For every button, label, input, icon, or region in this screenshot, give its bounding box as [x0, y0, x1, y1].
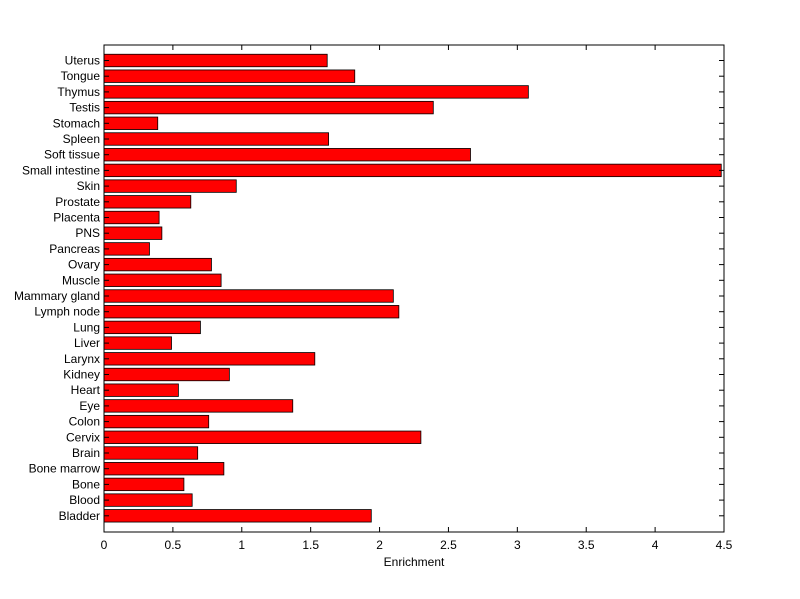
x-tick-label: 0.5	[165, 538, 182, 552]
bar	[103, 383, 179, 397]
bar	[103, 148, 471, 162]
y-tick-label: Prostate	[55, 195, 100, 209]
bar	[103, 242, 150, 256]
bar	[103, 179, 237, 193]
y-tick-label: Eye	[79, 399, 100, 413]
y-tick-label: Bone	[72, 477, 100, 491]
y-tick-label: Bladder	[59, 509, 100, 523]
bar	[103, 446, 199, 460]
x-tick-label: 1	[238, 538, 245, 552]
bar	[103, 493, 193, 507]
y-tick-label: Colon	[69, 415, 100, 429]
x-tick-label: 4.5	[716, 538, 733, 552]
x-tick-label: 2	[376, 538, 383, 552]
bar	[103, 336, 172, 350]
x-tick-label: 3	[514, 538, 521, 552]
y-tick-label: Pancreas	[49, 242, 100, 256]
y-tick-label: Heart	[71, 383, 101, 397]
y-tick-label: Kidney	[63, 368, 100, 382]
y-tick-label: Spleen	[63, 132, 100, 146]
bar	[103, 509, 372, 523]
y-tick-label: Lung	[73, 320, 100, 334]
bar	[103, 399, 294, 413]
y-tick-label: Brain	[72, 446, 100, 460]
y-tick-label: Testis	[69, 101, 100, 115]
y-tick-label: Skin	[77, 179, 100, 193]
x-tick-label: 3.5	[578, 538, 595, 552]
bar	[103, 462, 225, 476]
x-tick-label: 1.5	[302, 538, 319, 552]
y-tick-label: Liver	[74, 336, 100, 350]
y-tick-label: PNS	[75, 226, 100, 240]
y-tick-label: Uterus	[65, 54, 100, 68]
y-tick-label: Stomach	[53, 116, 100, 130]
y-tick-label: Thymus	[57, 85, 100, 99]
y-tick-label: Cervix	[66, 430, 100, 444]
bar	[103, 116, 159, 130]
y-tick-label: Blood	[69, 493, 100, 507]
axes-box	[103, 44, 725, 533]
y-tick-label: Mammary gland	[14, 289, 100, 303]
bar	[103, 210, 160, 225]
y-tick-label: Placenta	[53, 211, 100, 225]
bar	[103, 100, 434, 115]
bar	[103, 132, 329, 146]
bars-group	[103, 53, 722, 523]
bar	[103, 320, 201, 335]
bar	[103, 352, 316, 366]
bar	[103, 430, 422, 444]
x-tick-label: 0	[101, 538, 108, 552]
bar	[103, 226, 163, 240]
bar	[103, 273, 222, 287]
y-tick-label: Soft tissue	[44, 148, 100, 162]
x-tick-label: 2.5	[440, 538, 457, 552]
y-tick-label: Ovary	[68, 258, 100, 272]
x-tick-label: 4	[652, 538, 659, 552]
bar	[103, 477, 185, 492]
y-tick-label: Small intestine	[22, 163, 100, 177]
bar	[103, 53, 328, 68]
bar	[103, 163, 722, 178]
y-tick-label: Bone marrow	[29, 462, 101, 476]
bar	[103, 305, 400, 319]
bar	[103, 414, 210, 429]
y-tick-label: Muscle	[62, 273, 100, 287]
y-tick-label: Lymph node	[34, 305, 100, 319]
bar	[103, 195, 192, 209]
y-tick-label: Tongue	[61, 69, 101, 83]
bar	[103, 257, 212, 272]
bar	[103, 367, 230, 382]
y-tick-label: Larynx	[64, 352, 100, 366]
bar	[103, 289, 394, 303]
x-axis-label: Enrichment	[384, 555, 445, 569]
bar	[103, 69, 356, 83]
bar	[103, 85, 529, 99]
